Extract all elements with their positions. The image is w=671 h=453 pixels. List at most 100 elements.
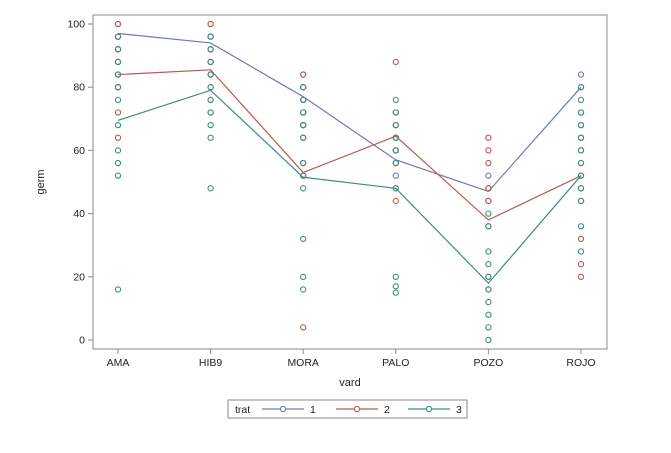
data-point xyxy=(392,109,399,116)
data-point xyxy=(577,185,585,192)
x-axis-title: vard xyxy=(339,377,360,389)
data-point xyxy=(300,71,307,78)
data-point xyxy=(207,121,214,129)
data-point xyxy=(300,273,307,280)
y-tick-label: 60 xyxy=(73,145,85,157)
legend-label: 1 xyxy=(310,404,316,416)
data-point xyxy=(114,20,122,28)
data-point xyxy=(485,223,492,230)
legend-title: trat xyxy=(235,404,250,416)
data-point xyxy=(577,172,585,179)
data-point xyxy=(207,33,214,40)
data-point xyxy=(392,58,399,66)
data-point xyxy=(485,298,492,306)
y-tick-label: 100 xyxy=(67,19,85,31)
series-line xyxy=(117,32,582,193)
data-point xyxy=(392,185,399,192)
data-point xyxy=(207,58,214,66)
data-point xyxy=(114,147,122,154)
data-point xyxy=(300,84,307,91)
data-point xyxy=(485,134,492,141)
data-point xyxy=(114,58,122,66)
data-point xyxy=(207,96,214,103)
data-point xyxy=(577,159,585,167)
data-point xyxy=(207,134,214,141)
x-tick-label: POZO xyxy=(474,357,504,369)
data-point xyxy=(300,109,307,116)
data-point xyxy=(485,336,492,344)
data-point xyxy=(485,311,492,318)
y-tick-label: 20 xyxy=(73,271,85,283)
y-tick-label: 0 xyxy=(79,335,85,347)
mean-lines xyxy=(117,32,582,285)
data-point xyxy=(300,324,307,331)
data-point xyxy=(114,159,122,167)
data-point xyxy=(300,235,307,243)
data-point xyxy=(114,84,122,91)
data-point xyxy=(392,197,399,205)
data-point xyxy=(392,96,399,103)
data-point xyxy=(577,223,585,230)
x-tick-label: PALO xyxy=(382,357,409,369)
data-point xyxy=(577,235,585,243)
data-point xyxy=(114,46,122,53)
data-point xyxy=(300,159,307,167)
data-point xyxy=(114,96,122,103)
data-point xyxy=(485,197,492,205)
data-point xyxy=(577,273,585,280)
x-tick-label: ROJO xyxy=(566,357,595,369)
data-point xyxy=(485,185,492,192)
data-point xyxy=(485,273,492,280)
data-point xyxy=(300,172,307,179)
legend-label: 3 xyxy=(456,404,462,416)
data-point xyxy=(392,283,399,290)
data-point xyxy=(485,210,492,217)
data-point xyxy=(577,121,585,129)
data-point xyxy=(577,197,585,205)
data-point xyxy=(207,84,214,91)
data-point xyxy=(392,273,399,280)
x-tick-label: HIB9 xyxy=(199,357,223,369)
data-point xyxy=(577,134,585,141)
data-point xyxy=(485,324,492,331)
data-point xyxy=(485,248,492,255)
data-point xyxy=(114,33,122,40)
y-tick-label: 80 xyxy=(73,82,85,94)
legend-box xyxy=(227,399,468,419)
data-point xyxy=(300,134,307,141)
data-point xyxy=(207,71,214,78)
data-point xyxy=(392,121,399,129)
y-tick-label: 40 xyxy=(73,208,85,220)
data-point xyxy=(577,261,585,268)
x-axis: AMA HIB9 MORA PALO POZO ROJO xyxy=(107,349,596,369)
legend-label: 2 xyxy=(384,404,390,416)
data-point xyxy=(300,286,307,293)
data-point xyxy=(577,96,585,103)
data-point xyxy=(207,185,214,192)
legend-marker xyxy=(353,405,361,413)
data-point xyxy=(114,172,122,179)
data-point xyxy=(485,147,492,154)
data-point xyxy=(114,71,122,78)
x-tick-label: MORA xyxy=(287,357,319,369)
data-point xyxy=(485,172,492,179)
data-point xyxy=(485,261,492,268)
data-point xyxy=(577,147,585,154)
data-point xyxy=(207,46,214,53)
x-tick-label: AMA xyxy=(107,357,130,369)
data-point xyxy=(392,134,399,141)
legend: trat 1 2 3 xyxy=(227,399,468,419)
data-point xyxy=(114,134,122,141)
data-point xyxy=(392,172,399,179)
data-point xyxy=(300,121,307,129)
y-axis: 0 20 40 60 80 100 xyxy=(67,19,93,347)
data-point xyxy=(392,289,399,296)
series-line xyxy=(117,69,582,221)
data-point xyxy=(207,20,214,28)
legend-marker xyxy=(425,405,433,413)
data-point xyxy=(114,109,122,116)
y-axis-title: germ xyxy=(35,169,47,194)
data-point xyxy=(392,159,399,167)
data-point xyxy=(577,84,585,91)
